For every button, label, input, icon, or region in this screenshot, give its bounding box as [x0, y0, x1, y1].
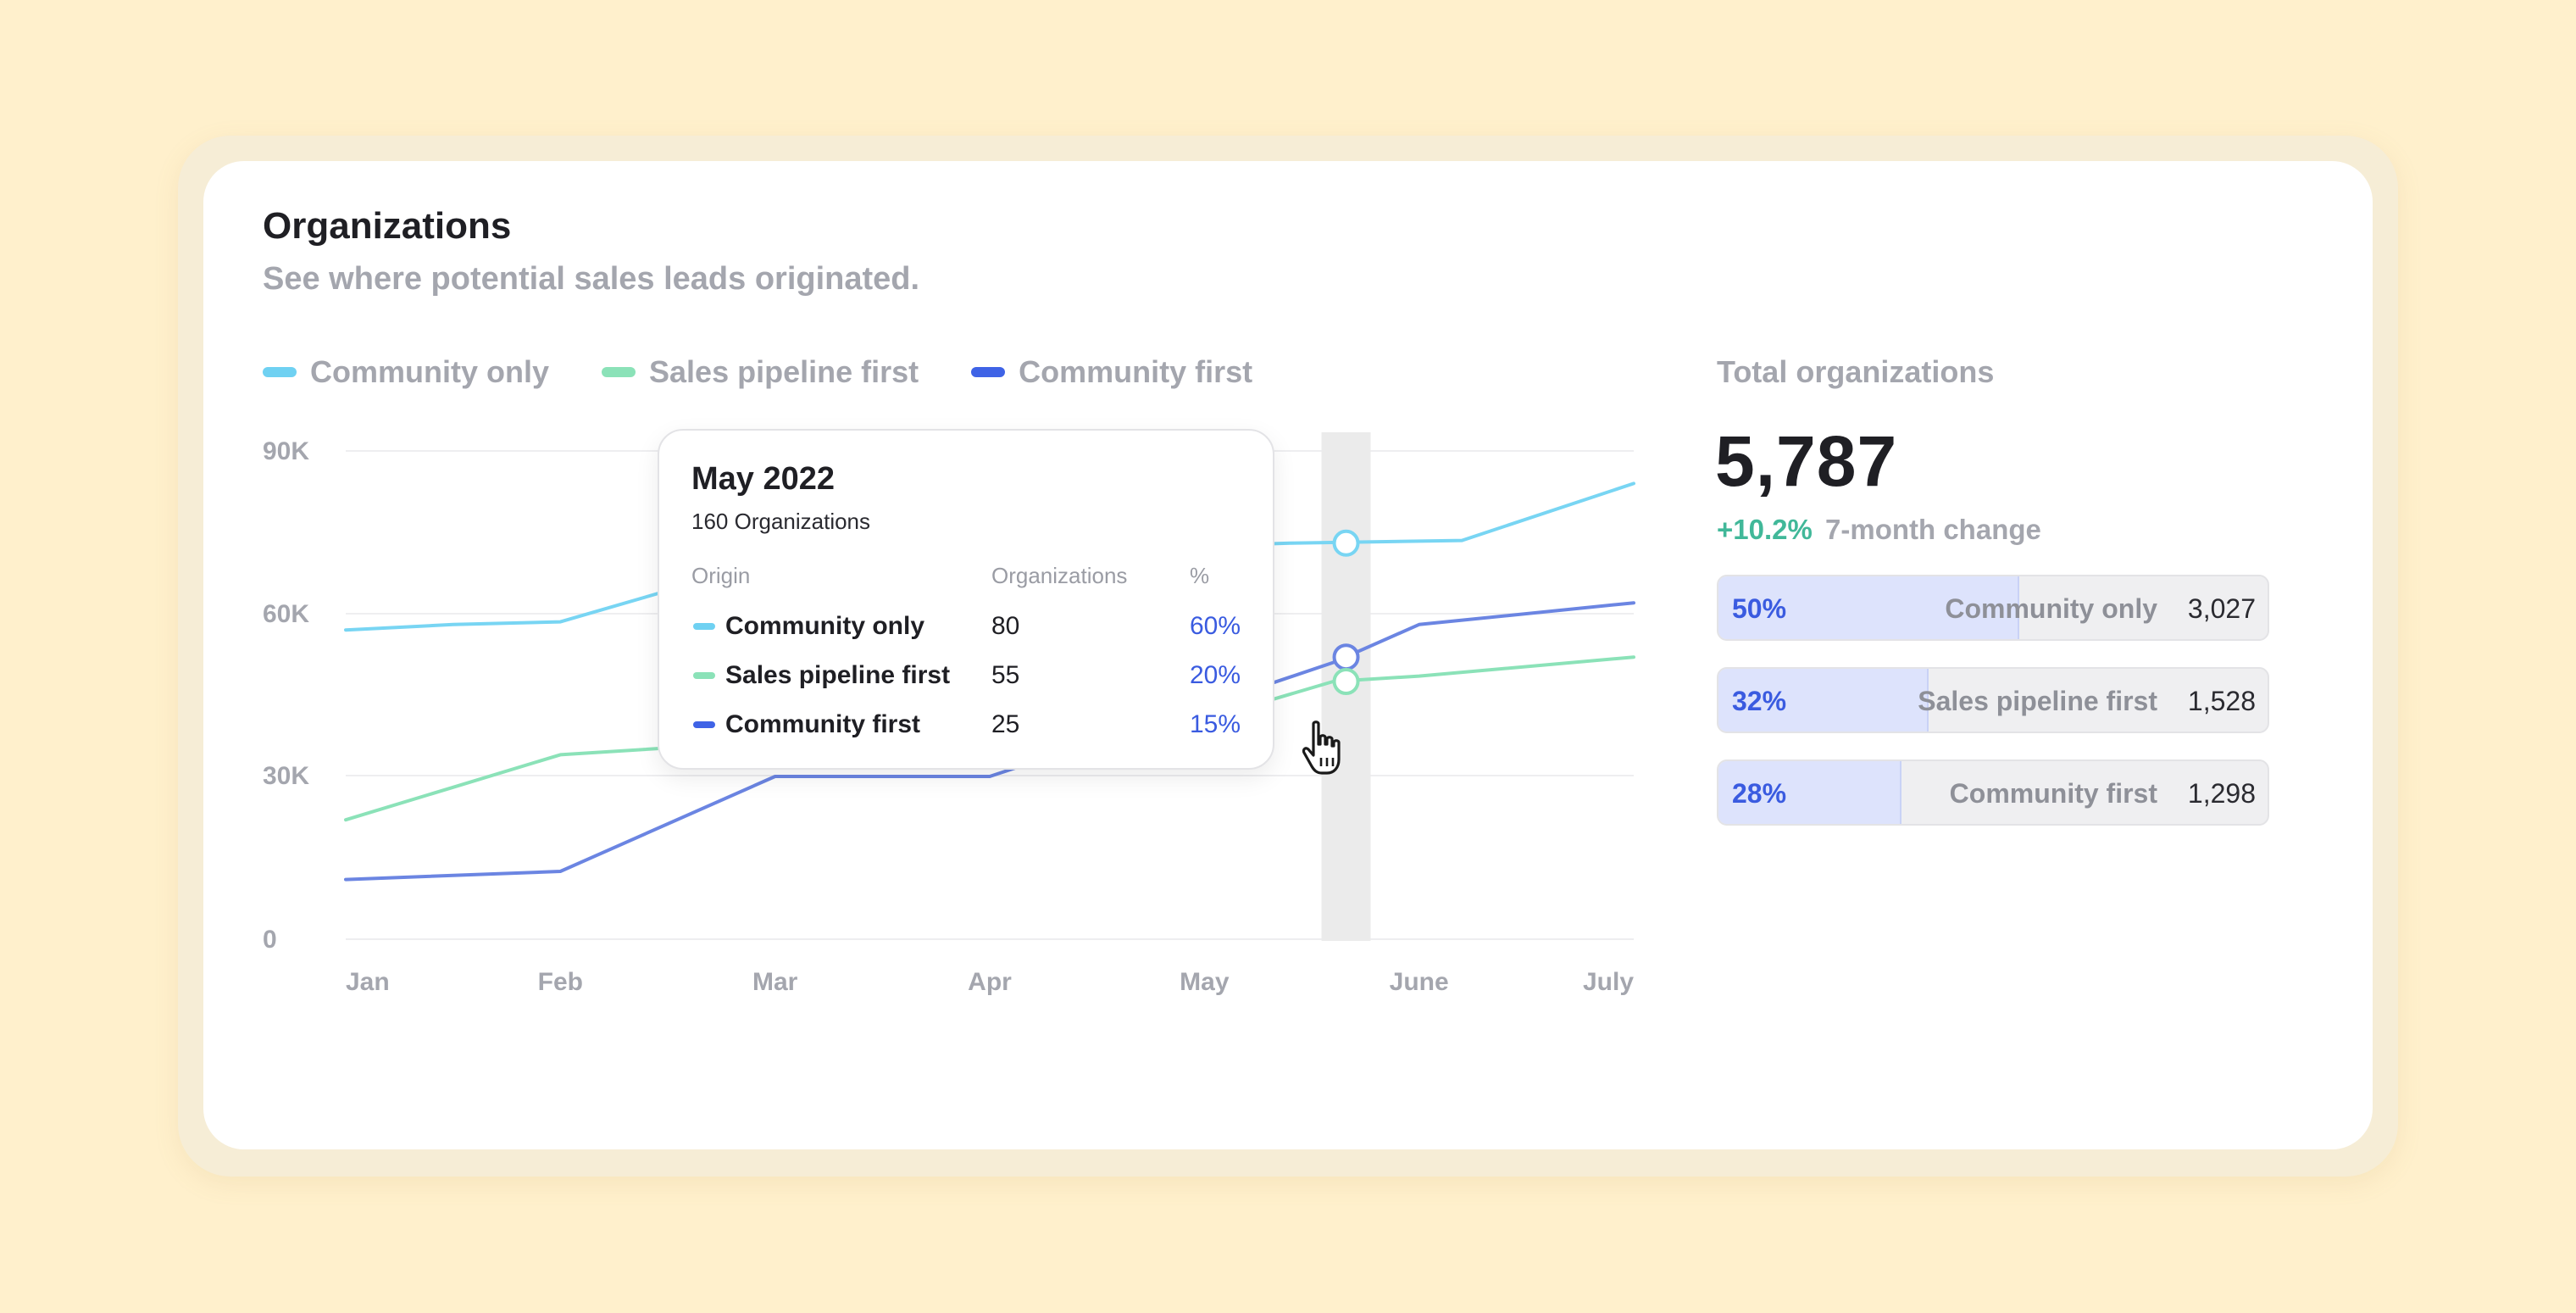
legend-item-sales-pipeline-first[interactable]: Sales pipeline first — [602, 354, 919, 390]
tooltip-subtitle: 160 Organizations — [691, 509, 871, 534]
bar-label: Community first — [1949, 778, 2157, 809]
bar-fill — [1718, 669, 1929, 732]
total-organizations-value: 5,787 — [1715, 421, 1898, 501]
tooltip-count: 55 — [991, 661, 1020, 689]
bar-fill — [1718, 576, 2020, 639]
tooltip-header-origin: Origin — [691, 563, 751, 588]
bar-percent: 32% — [1732, 686, 1787, 716]
tooltip-swatch — [693, 721, 715, 728]
page-subtitle: See where potential sales leads originat… — [263, 261, 920, 297]
bar-fill — [1718, 761, 1901, 824]
breakdown-bar-community-only[interactable]: 50% Community only 3,027 — [1717, 575, 2269, 641]
total-organizations-label: Total organizations — [1717, 354, 1995, 389]
change-label: 7-month change — [1825, 514, 2041, 545]
x-tick-label: July — [1583, 968, 1634, 996]
y-tick-label: 90K — [263, 437, 309, 465]
legend-item-community-first[interactable]: Community first — [971, 354, 1252, 390]
y-tick-label: 60K — [263, 600, 309, 628]
y-tick-label: 0 — [263, 926, 277, 954]
x-tick-label: Jan — [346, 968, 390, 996]
breakdown-bar-sales-pipeline-first[interactable]: 32% Sales pipeline first 1,528 — [1717, 667, 2269, 733]
bar-count: 3,027 — [2187, 593, 2256, 624]
tooltip-origin: Community only — [725, 612, 925, 640]
x-tick-label: Feb — [538, 968, 583, 996]
legend-label: Community first — [1019, 354, 1253, 389]
tooltip-percent: 60% — [1190, 612, 1241, 640]
x-tick-label: Mar — [752, 968, 798, 996]
breakdown-bar-community-first[interactable]: 28% Community first 1,298 — [1717, 759, 2269, 826]
legend-item-community-only[interactable]: Community only — [263, 354, 549, 390]
y-tick-label: 30K — [263, 762, 309, 790]
bar-label: Sales pipeline first — [1918, 686, 2157, 716]
bar-percent: 28% — [1732, 778, 1787, 809]
tooltip-row: Community only 80 60% — [659, 609, 1273, 643]
tooltip-swatch — [693, 672, 715, 679]
legend-swatch — [602, 367, 636, 377]
organizations-card — [203, 161, 2373, 1149]
legend-label: Community only — [310, 354, 550, 389]
bar-percent: 50% — [1732, 593, 1787, 624]
bar-count: 1,298 — [2187, 778, 2256, 809]
legend-swatch — [971, 367, 1006, 377]
tooltip-header-organizations: Organizations — [991, 563, 1128, 588]
tooltip-row: Sales pipeline first 55 20% — [659, 658, 1273, 692]
tooltip-count: 25 — [991, 710, 1020, 738]
chart-tooltip: May 2022 160 Organizations Origin Organi… — [658, 429, 1274, 770]
chart-legend: Community only Sales pipeline first Comm… — [263, 354, 1305, 390]
legend-label: Sales pipeline first — [649, 354, 919, 389]
tooltip-row: Community first 25 15% — [659, 707, 1273, 741]
tooltip-origin: Community first — [725, 710, 921, 738]
data-point-marker — [1332, 643, 1360, 671]
x-tick-label: June — [1390, 968, 1449, 996]
x-tick-label: Apr — [968, 968, 1012, 996]
page-title: Organizations — [263, 205, 512, 247]
tooltip-swatch — [693, 623, 715, 630]
tooltip-percent: 15% — [1190, 710, 1241, 738]
tooltip-title: May 2022 — [691, 461, 836, 497]
bar-count: 1,528 — [2187, 686, 2256, 716]
x-tick-label: May — [1180, 968, 1230, 996]
legend-swatch — [263, 367, 297, 377]
change-summary: +10.2% 7-month change — [1717, 514, 2041, 546]
data-point-marker — [1332, 529, 1360, 557]
tooltip-header-percent: % — [1190, 563, 1210, 588]
change-percent: +10.2% — [1717, 514, 1813, 545]
data-point-marker — [1332, 668, 1360, 695]
tooltip-origin: Sales pipeline first — [725, 661, 951, 689]
hand-pointer-icon — [1302, 720, 1341, 775]
bar-label: Community only — [1945, 593, 2157, 624]
tooltip-percent: 20% — [1190, 661, 1241, 689]
tooltip-count: 80 — [991, 612, 1020, 640]
